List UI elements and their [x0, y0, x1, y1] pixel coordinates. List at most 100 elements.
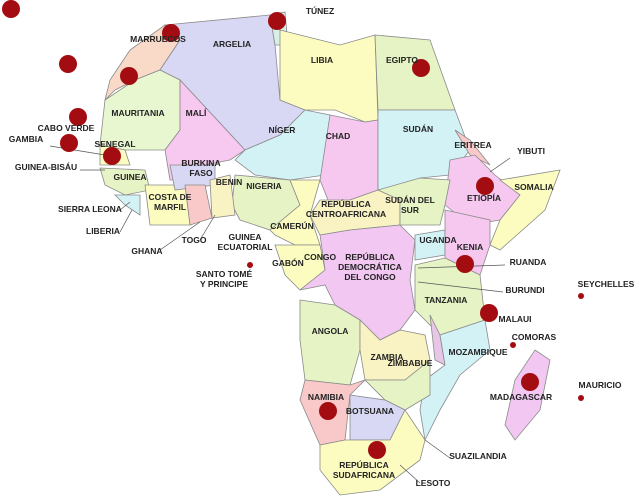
label-line: SIERRA LEONA [58, 204, 122, 214]
label-line: CAMERÚN [270, 220, 313, 231]
country-label: UGANDA [419, 235, 456, 245]
leader-line [424, 439, 451, 459]
country-label: ETIOPÍA [467, 193, 501, 203]
leader-line [119, 209, 133, 233]
label-line: CONGO [304, 252, 337, 262]
label-line: EGIPTO [386, 55, 418, 65]
label-line: FASO [189, 168, 213, 178]
label-line: BENIN [216, 177, 242, 187]
country-label: GUINEA ECUATORIAL [218, 232, 273, 252]
country-label: LIBERIA [86, 226, 120, 236]
leader-line [199, 214, 216, 241]
country-label: GAMBIA [9, 134, 43, 144]
country [114, 194, 141, 216]
label-line: CENTROAFRICANA [306, 209, 386, 219]
country-label: BURUNDI [505, 285, 544, 295]
label-line: DEL CONGO [344, 272, 396, 282]
marker [319, 402, 337, 420]
marker [521, 373, 539, 391]
marker [578, 395, 584, 401]
country-label: MALAUI [498, 314, 531, 324]
country-label: LESOTO [416, 478, 451, 488]
label-line: LESOTO [416, 478, 451, 488]
label-line: NAMIBIA [308, 392, 344, 402]
marker [69, 108, 87, 126]
country-label: GABÓN [272, 257, 304, 268]
country [209, 174, 236, 219]
marker [247, 262, 253, 268]
country-label: GUINEA-BISÁU [15, 162, 77, 172]
marker [368, 441, 386, 459]
country-label: SENEGAL [94, 139, 135, 149]
label-line: SUR [401, 205, 419, 215]
country-label: EGIPTO [386, 55, 418, 65]
country-label: ANGOLA [312, 326, 349, 336]
country-label: ERITREA [454, 140, 491, 150]
label-line: SEYCHELLES [578, 279, 635, 289]
label-line: GUINEA-BISÁU [15, 162, 77, 172]
country-label: SIERRA LEONA [58, 204, 122, 214]
label-line: GUINEA [228, 232, 261, 242]
leader-line [159, 221, 201, 251]
label-line: UGANDA [419, 235, 456, 245]
marker [578, 293, 584, 299]
country-label: RUANDA [510, 257, 547, 267]
label-line: LIBIA [311, 55, 333, 65]
country-label: LIBIA [311, 55, 333, 65]
country-label: SUAZILANDIA [449, 451, 507, 461]
label-line: ERITREA [454, 140, 491, 150]
label-line: COSTA DE [149, 192, 192, 202]
label-line: BURUNDI [505, 285, 544, 295]
leader-line [119, 201, 131, 211]
label-line: SUAZILANDIA [449, 451, 507, 461]
country-label: YIBUTI [517, 146, 545, 156]
label-line: NIGERIA [246, 181, 281, 191]
country [504, 349, 551, 441]
country-label: SEYCHELLES [578, 279, 635, 289]
country [454, 129, 491, 166]
country-label: MADAGASCAR [490, 392, 552, 402]
label-line: MALAUI [498, 314, 531, 324]
country-label: BURKINA FASO [181, 158, 220, 178]
label-line: MALÍ [186, 108, 207, 118]
country-label: ZAMBIA [370, 352, 403, 362]
label-line: SUDAFRICANA [333, 470, 395, 480]
label-line: DEMOCRÁTICA [338, 262, 402, 272]
country-label: SOMALIA [514, 182, 553, 192]
leader-line [417, 281, 504, 293]
country-label: REPÚBLICA DEMOCRÁTICA DEL CONGO [338, 251, 402, 282]
label-line: MAURITANIA [111, 108, 164, 118]
marker [60, 134, 78, 152]
label-line: SUDÁN [403, 124, 433, 134]
label-line: GAMBIA [9, 134, 43, 144]
marker [476, 177, 494, 195]
label-line: REPÚBLICA [321, 198, 371, 209]
label-line: CABO VERDE [38, 123, 95, 133]
country-label: CABO VERDE [38, 123, 95, 133]
marker [120, 67, 138, 85]
country-label: MOZAMBIQUE [448, 347, 507, 357]
marker [480, 304, 498, 322]
leader-line [49, 145, 106, 156]
label-line: GABÓN [272, 257, 304, 268]
country [99, 167, 151, 196]
country-label: CHAD [326, 131, 351, 141]
country-label: KENIA [457, 242, 483, 252]
country [376, 177, 451, 226]
country-label: SUDÁN DEL SUR [385, 195, 435, 215]
marker [510, 342, 516, 348]
label-line: MOZAMBIQUE [448, 347, 507, 357]
label-line: MARRUECOS [130, 34, 186, 44]
country-label: BENIN [216, 177, 242, 187]
label-line: CHAD [326, 131, 351, 141]
marker [162, 24, 180, 42]
country-label: COSTA DE MARFIL [149, 192, 192, 212]
country-label: REPÚBLICA CENTROAFRICANA [306, 198, 386, 219]
marker [412, 59, 430, 77]
country-label: REPÚBLICA SUDAFRICANA [333, 459, 395, 480]
leader-line [489, 157, 511, 173]
label-line: COMORAS [512, 332, 557, 342]
marker [59, 55, 77, 73]
country [444, 209, 491, 276]
